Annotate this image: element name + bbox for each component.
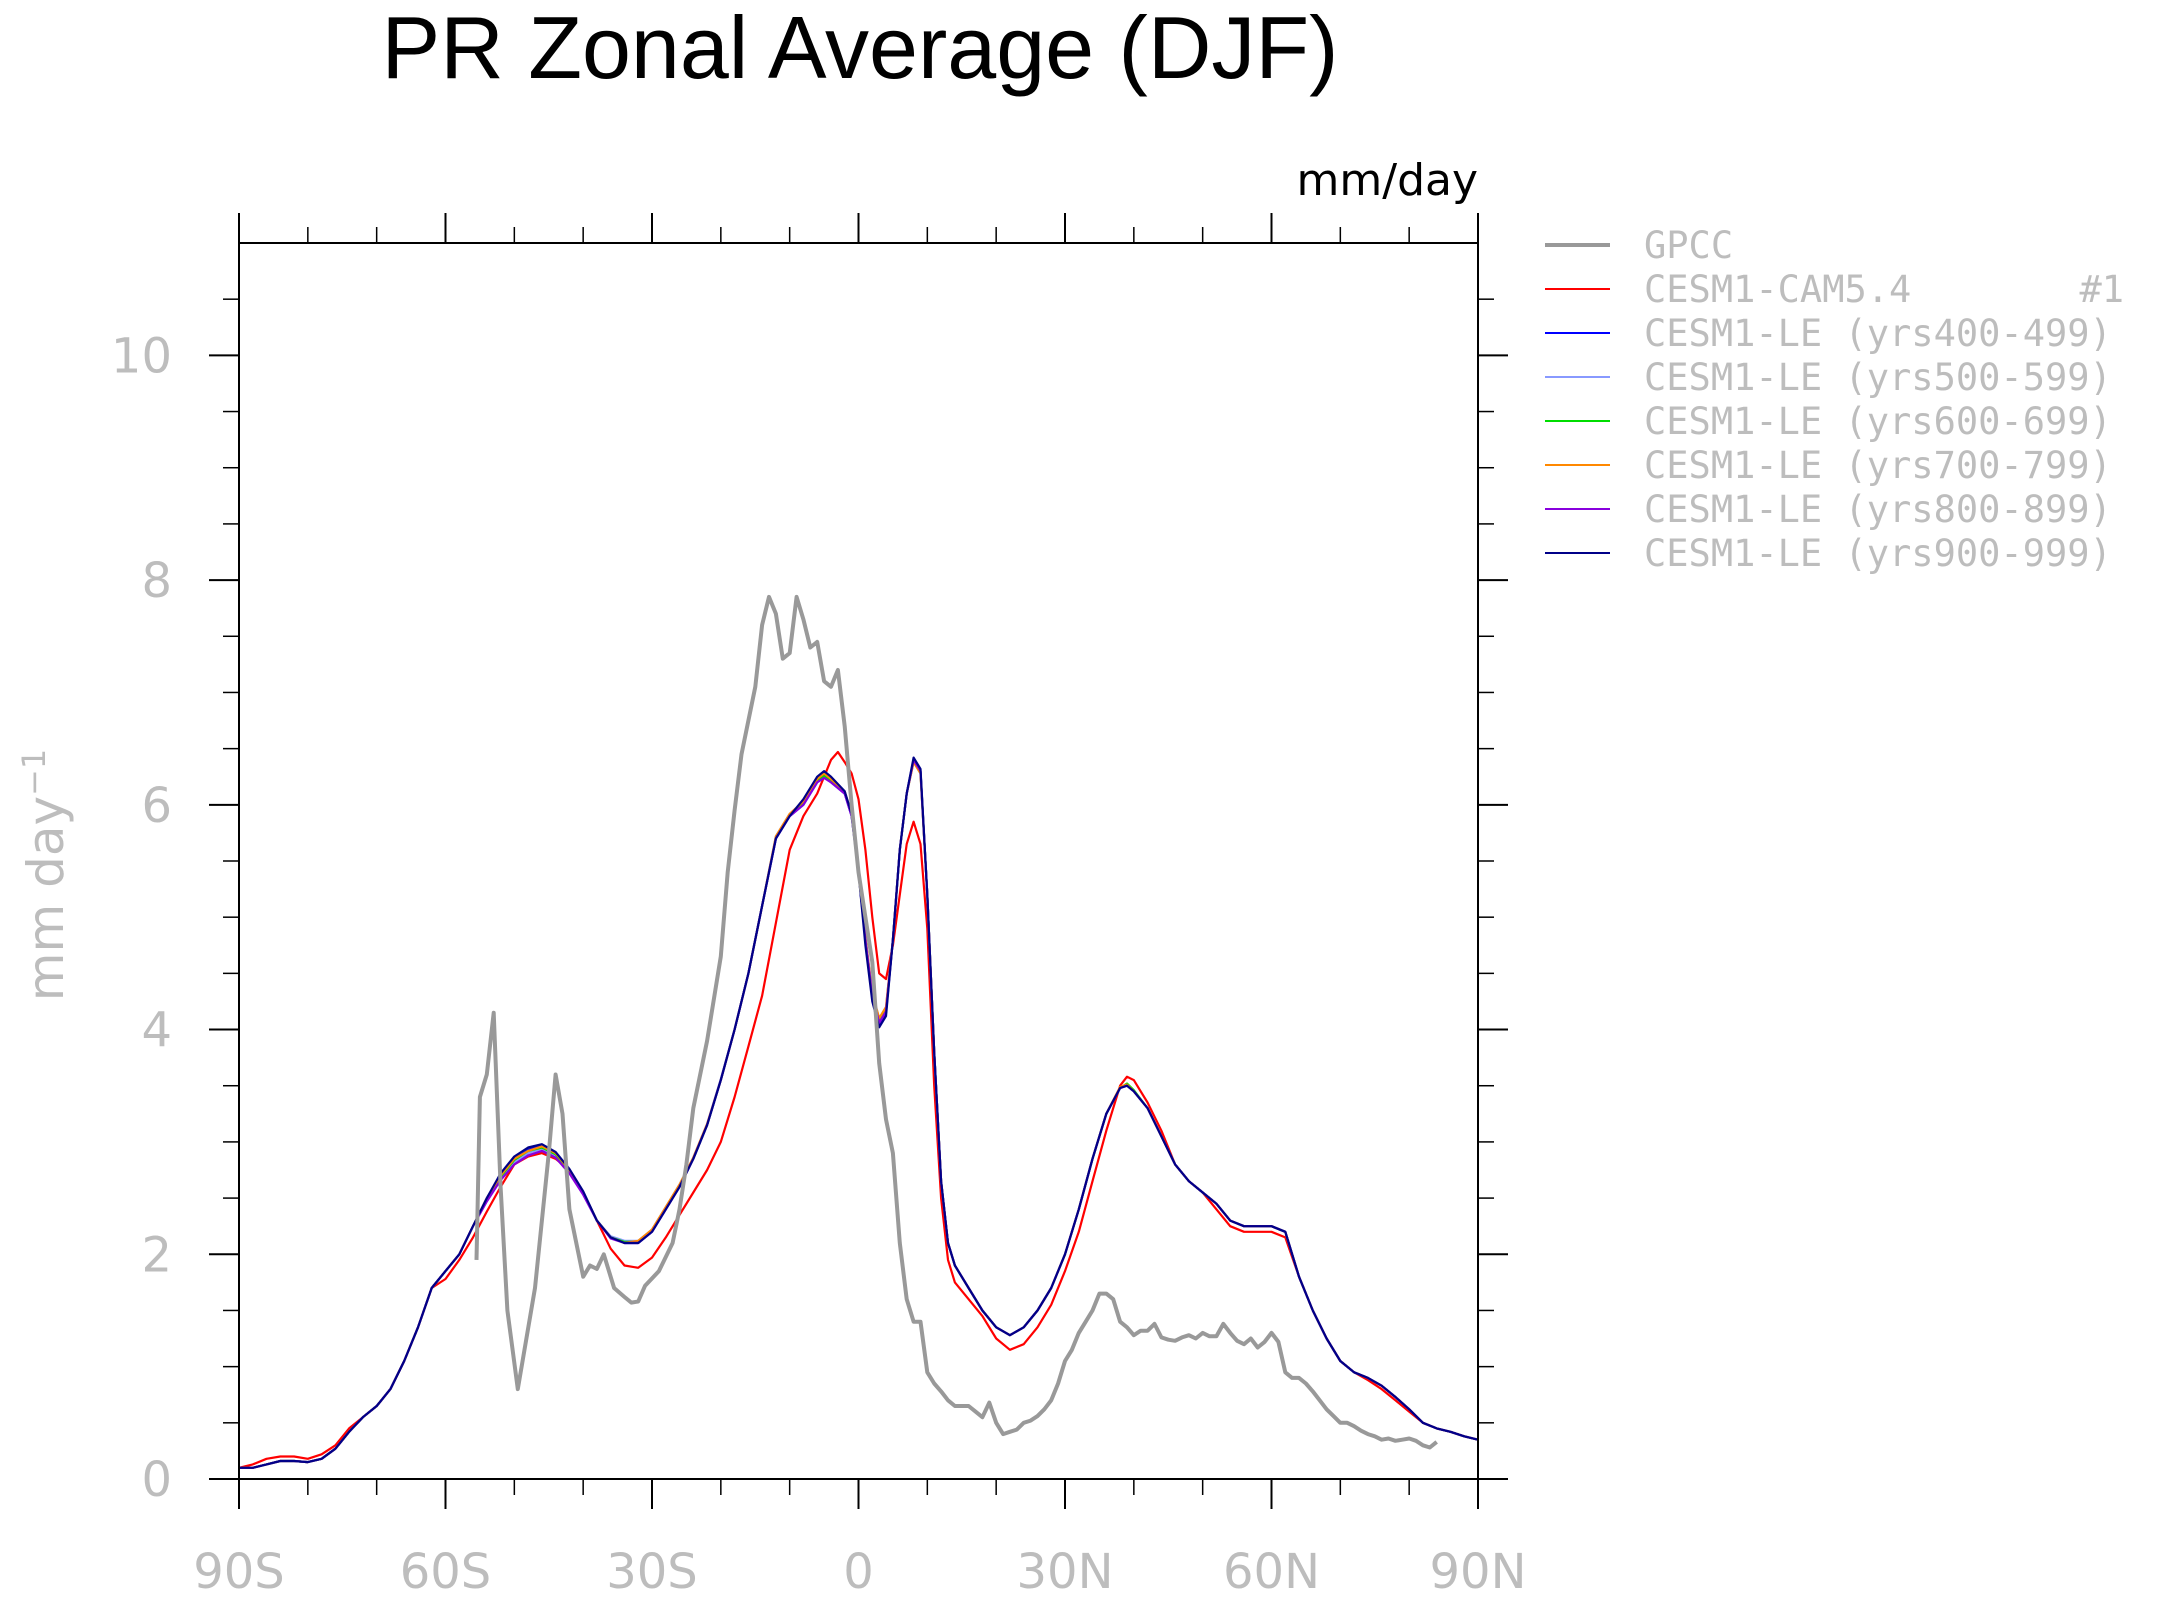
series-line-cesm1-cam5-4 [238, 750, 1479, 1469]
plot-frame [238, 242, 1479, 1480]
x-tick-label: 90S [193, 1544, 285, 1600]
y-tick-label: 8 [141, 553, 172, 609]
x-tick-label: 90N [1430, 1544, 1527, 1600]
x-tick-label: 60N [1223, 1544, 1320, 1600]
plot-lines [238, 594, 1479, 1469]
y-tick-label: 0 [141, 1452, 172, 1508]
axis-ticks [209, 213, 1508, 1509]
legend-label: CESM1-LE (yrs700-799) [1644, 444, 2112, 487]
y-tick-label: 6 [141, 778, 172, 834]
legend-label-suffix: #1 [2079, 268, 2124, 311]
x-tick-label: 0 [843, 1544, 874, 1600]
tick-labels: 90S 60S 30S 0 30N 60N 90N 0 2 4 6 8 10 [111, 328, 1527, 1600]
series-line-gpcc [474, 594, 1438, 1450]
y-tick-label: 4 [141, 1003, 172, 1059]
y-tick-label: 10 [111, 328, 172, 384]
legend-label: GPCC [1644, 224, 1733, 267]
legend-label: CESM1-LE (yrs500-599) [1644, 356, 2112, 399]
x-tick-label: 30N [1017, 1544, 1114, 1600]
legend-label: CESM1-CAM5.4 [1644, 268, 1911, 311]
y-tick-label: 2 [141, 1227, 172, 1283]
y-axis-label: mm day−1 [15, 749, 75, 1001]
legend-label: CESM1-LE (yrs900-999) [1644, 532, 2112, 575]
legend-label: CESM1-LE (yrs800-899) [1644, 488, 2112, 531]
legend-label: CESM1-LE (yrs400-499) [1644, 312, 2112, 355]
series-line-cesm1-le-yrs900-999 [239, 756, 1479, 1469]
legend-label: CESM1-LE (yrs600-699) [1644, 400, 2112, 443]
y-axis-label-text: mm day [17, 796, 75, 1001]
x-tick-label: 30S [606, 1544, 698, 1600]
units-label: mm/day [1297, 155, 1478, 206]
chart-title: PR Zonal Average (DJF) [382, 0, 1339, 97]
y-axis-label-exponent: −1 [15, 749, 53, 796]
x-tick-label: 60S [400, 1544, 492, 1600]
